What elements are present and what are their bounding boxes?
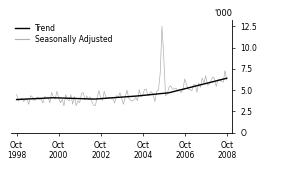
Text: '000: '000 <box>214 9 232 18</box>
Legend: Trend, Seasonally Adjusted: Trend, Seasonally Adjusted <box>15 24 113 44</box>
